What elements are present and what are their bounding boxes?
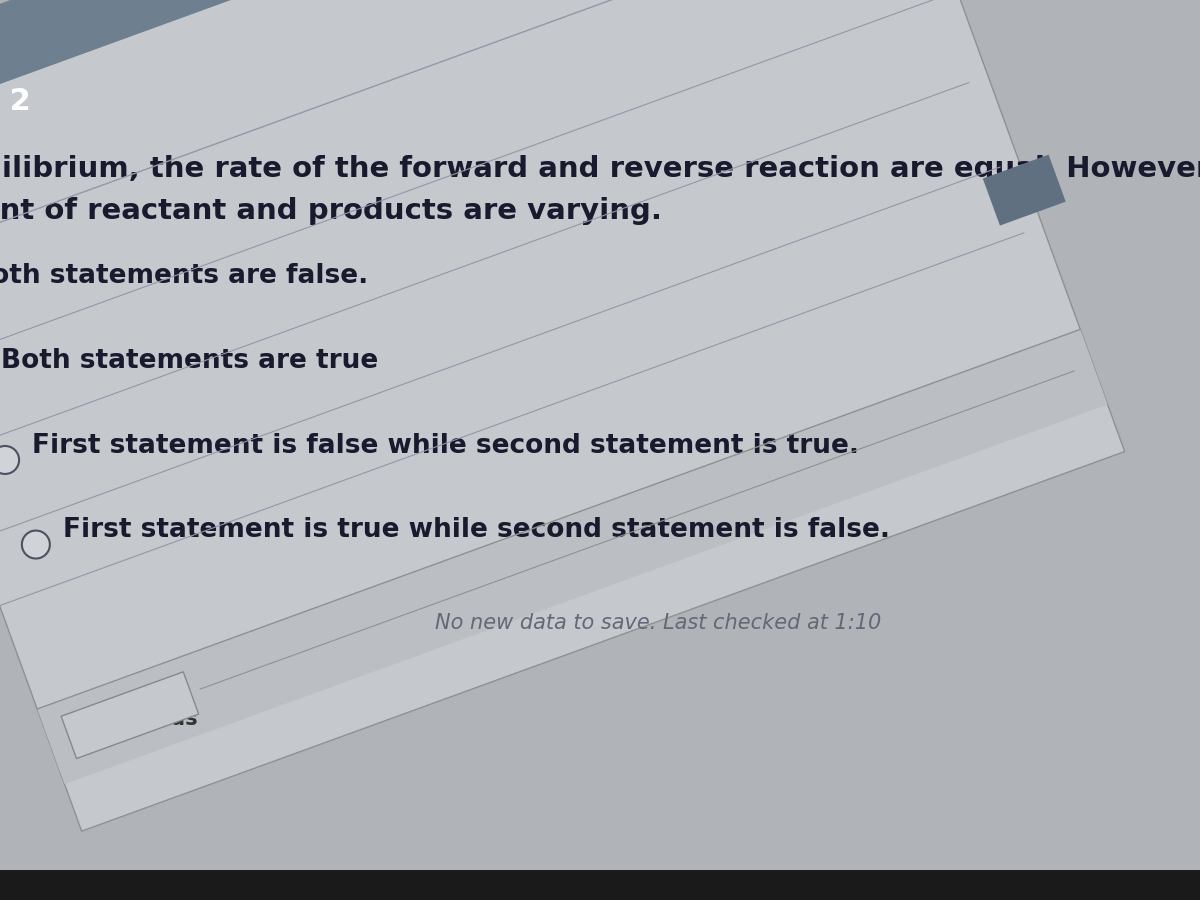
Bar <box>0 0 875 145</box>
Text: ◄ Previous: ◄ Previous <box>72 709 198 729</box>
Bar <box>983 155 1066 226</box>
Bar <box>0 0 1124 832</box>
Text: Question 2: Question 2 <box>0 87 30 116</box>
Text: First statement is false while second statement is true.: First statement is false while second st… <box>32 433 859 459</box>
Text: amount of reactant and products are varying.: amount of reactant and products are vary… <box>0 197 662 225</box>
Bar <box>37 329 1108 784</box>
Circle shape <box>0 446 19 474</box>
Circle shape <box>22 530 50 559</box>
Bar <box>61 671 199 759</box>
Text: Both statements are false.: Both statements are false. <box>0 264 368 290</box>
Bar <box>0 870 1200 900</box>
Text: Ne: Ne <box>1002 193 1039 216</box>
Text: At equilibrium, the rate of the forward and reverse reaction are equal. However,: At equilibrium, the rate of the forward … <box>0 155 1200 183</box>
Text: No new data to save. Last checked at 1:10: No new data to save. Last checked at 1:1… <box>436 613 882 634</box>
Text: Both statements are true: Both statements are true <box>1 348 379 374</box>
Text: First statement is true while second statement is false.: First statement is true while second sta… <box>64 518 890 544</box>
